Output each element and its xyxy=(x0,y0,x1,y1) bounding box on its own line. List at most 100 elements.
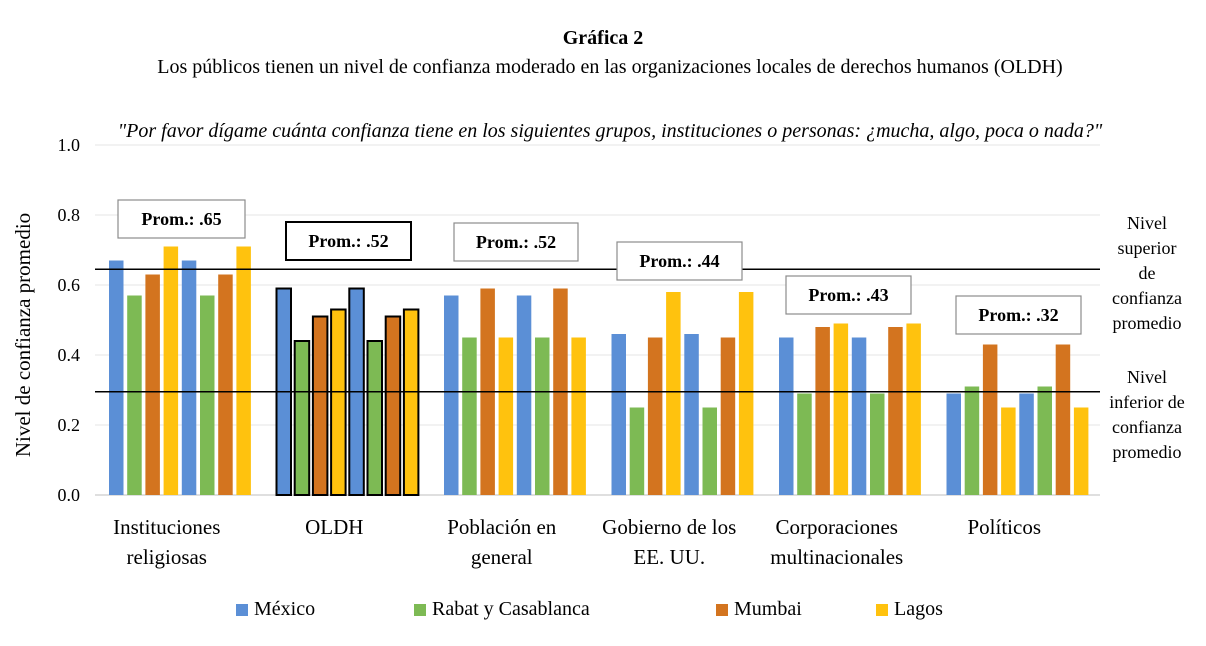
bar xyxy=(797,393,812,495)
bar xyxy=(366,340,383,496)
bar xyxy=(946,393,961,495)
legend-item: Lagos xyxy=(876,598,943,621)
average-box xyxy=(117,199,246,239)
bar xyxy=(163,246,179,495)
legend-swatch xyxy=(876,603,888,616)
legend-label: Rabat y Casablanca xyxy=(432,598,590,620)
bar xyxy=(462,337,477,495)
bar xyxy=(720,337,736,495)
bar xyxy=(888,327,903,495)
legend-item: México xyxy=(236,598,315,621)
bar xyxy=(870,393,885,495)
average-box xyxy=(285,221,412,261)
bar xyxy=(145,274,160,495)
x-category-label: Políticos xyxy=(967,515,1041,539)
bar xyxy=(647,337,663,495)
x-category-label: Gobierno de los xyxy=(602,515,736,539)
bar xyxy=(444,295,459,495)
x-category-label: religiosas xyxy=(127,545,207,569)
reference-line-label-line: confianza xyxy=(1112,417,1182,437)
bar xyxy=(384,315,402,496)
reference-line-label-line: inferior de xyxy=(1109,392,1185,412)
average-box xyxy=(785,275,912,315)
reference-line-label-line: Nivel xyxy=(1127,367,1167,387)
legend-item: Mumbai xyxy=(716,598,802,621)
legend-swatch xyxy=(716,603,728,616)
x-category-label: multinacionales xyxy=(770,545,903,569)
average-label: Prom.: .52 xyxy=(308,231,388,251)
average-box xyxy=(453,222,579,262)
chart-legend: México Rabat y Casablanca Mumbai Lagos xyxy=(0,598,1206,628)
average-label: Prom.: .65 xyxy=(141,209,221,229)
bar xyxy=(629,407,645,495)
average-label: Prom.: .43 xyxy=(808,285,888,305)
legend-item: Rabat y Casablanca xyxy=(414,598,590,621)
y-tick-label: 0.8 xyxy=(58,205,81,225)
average-label: Prom.: .32 xyxy=(978,305,1058,325)
bar xyxy=(702,407,717,495)
bar xyxy=(236,246,251,495)
x-category-label: EE. UU. xyxy=(633,545,705,569)
bar xyxy=(738,292,754,495)
bar xyxy=(402,308,420,496)
legend-swatch xyxy=(414,603,426,616)
bar xyxy=(684,334,699,495)
reference-line-label: Nivel inferior de confianza promedio xyxy=(1092,365,1202,465)
bar xyxy=(571,337,586,495)
x-category-label: Instituciones xyxy=(113,515,220,539)
bar xyxy=(982,344,998,495)
y-tick-label: 0.2 xyxy=(58,415,81,435)
bar xyxy=(535,337,550,495)
bar xyxy=(964,386,980,495)
chart-title: Gráfica 2 xyxy=(562,27,644,49)
bar xyxy=(311,315,329,496)
bar xyxy=(330,308,347,496)
bar xyxy=(815,327,830,495)
bar xyxy=(293,340,311,496)
y-tick-label: 0.4 xyxy=(58,345,81,365)
bar xyxy=(666,292,681,495)
reference-line-label-line: de xyxy=(1138,263,1156,283)
bar xyxy=(200,295,215,495)
y-axis-label: Nivel de confianza promedio xyxy=(11,213,35,457)
bar xyxy=(516,295,532,495)
bar xyxy=(127,295,142,495)
average-box xyxy=(616,241,743,281)
bar xyxy=(181,260,197,495)
bar xyxy=(906,323,921,495)
reference-line-label-line: promedio xyxy=(1112,313,1182,333)
reference-line-label-line: superior xyxy=(1117,238,1177,258)
x-category-label: general xyxy=(471,545,533,569)
chart-subtitle: Los públicos tienen un nivel de confianz… xyxy=(157,56,1063,78)
legend-label: Lagos xyxy=(894,598,943,620)
bar xyxy=(1001,407,1016,495)
bar xyxy=(218,274,233,495)
legend-swatch xyxy=(236,603,248,616)
bar xyxy=(1073,407,1089,495)
bar xyxy=(498,337,514,495)
x-category-label: OLDH xyxy=(305,515,363,539)
average-label: Prom.: .52 xyxy=(476,232,556,252)
bar xyxy=(611,334,626,495)
x-category-label: Población en xyxy=(447,515,557,539)
bar xyxy=(1037,386,1052,495)
y-tick-label: 0.0 xyxy=(58,485,81,505)
bar xyxy=(109,260,124,495)
reference-line-label: Nivel superior de confianza promedio xyxy=(1092,211,1202,336)
reference-line-label-line: promedio xyxy=(1112,442,1182,462)
average-label: Prom.: .44 xyxy=(639,251,719,271)
reference-line-label-line: Nivel xyxy=(1127,213,1167,233)
chart-question: "Por favor dígame cuánta confianza tiene… xyxy=(117,120,1103,142)
average-box xyxy=(955,295,1082,335)
bar xyxy=(1019,393,1034,495)
legend-label: México xyxy=(254,598,316,620)
bar xyxy=(779,337,794,495)
y-tick-label: 1.0 xyxy=(58,135,81,155)
legend-label: Mumbai xyxy=(734,598,802,620)
reference-line-label-line: confianza xyxy=(1112,288,1182,308)
bar xyxy=(851,337,867,495)
bar xyxy=(833,323,849,495)
bar xyxy=(1055,344,1071,495)
y-tick-label: 0.6 xyxy=(58,275,81,295)
